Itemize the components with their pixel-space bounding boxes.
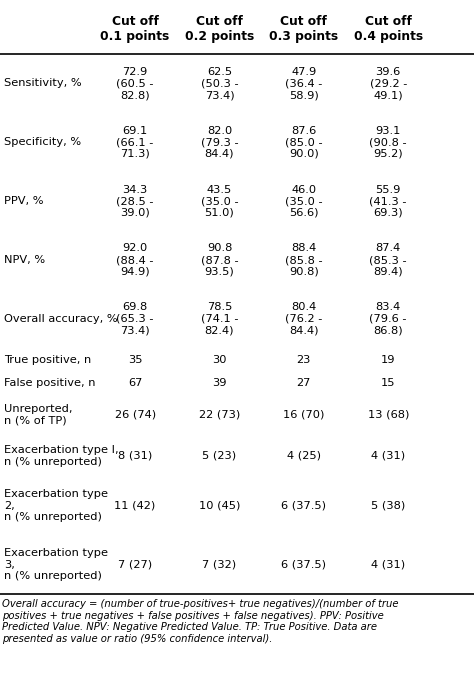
Text: Specificity, %: Specificity, % xyxy=(4,137,81,148)
Text: 55.9
(41.3 -
69.3): 55.9 (41.3 - 69.3) xyxy=(369,185,407,218)
Text: 34.3
(28.5 -
39.0): 34.3 (28.5 - 39.0) xyxy=(116,185,154,218)
Text: True positive, n: True positive, n xyxy=(4,355,91,365)
Text: 87.6
(85.0 -
90.0): 87.6 (85.0 - 90.0) xyxy=(285,125,323,159)
Text: 88.4
(85.8 -
90.8): 88.4 (85.8 - 90.8) xyxy=(285,243,323,276)
Text: 69.8
(65.3 -
73.4): 69.8 (65.3 - 73.4) xyxy=(116,302,154,336)
Text: 5 (38): 5 (38) xyxy=(371,501,405,511)
Text: Cut off
0.2 points: Cut off 0.2 points xyxy=(185,15,254,43)
Text: 27: 27 xyxy=(297,378,311,388)
Text: 82.0
(79.3 -
84.4): 82.0 (79.3 - 84.4) xyxy=(201,125,238,159)
Text: 7 (32): 7 (32) xyxy=(202,559,237,570)
Text: 67: 67 xyxy=(128,378,142,388)
Text: 6 (37.5): 6 (37.5) xyxy=(282,559,326,570)
Text: 93.1
(90.8 -
95.2): 93.1 (90.8 - 95.2) xyxy=(369,125,407,159)
Text: 13 (68): 13 (68) xyxy=(367,410,409,420)
Text: 35: 35 xyxy=(128,355,142,365)
Text: 78.5
(74.1 -
82.4): 78.5 (74.1 - 82.4) xyxy=(201,302,238,336)
Text: 4 (31): 4 (31) xyxy=(371,451,405,461)
Text: Exacerbation type
3,
n (% unreported): Exacerbation type 3, n (% unreported) xyxy=(4,548,108,581)
Text: False positive, n: False positive, n xyxy=(4,378,95,388)
Text: Cut off
0.3 points: Cut off 0.3 points xyxy=(269,15,338,43)
Text: 39.6
(29.2 -
49.1): 39.6 (29.2 - 49.1) xyxy=(370,67,407,100)
Text: Overall accuracy, %: Overall accuracy, % xyxy=(4,314,118,324)
Text: Sensitivity, %: Sensitivity, % xyxy=(4,78,82,88)
Text: 30: 30 xyxy=(212,355,227,365)
Text: 4 (25): 4 (25) xyxy=(287,451,321,461)
Text: 87.4
(85.3 -
89.4): 87.4 (85.3 - 89.4) xyxy=(369,243,407,276)
Text: 19: 19 xyxy=(381,355,395,365)
Text: 72.9
(60.5 -
82.8): 72.9 (60.5 - 82.8) xyxy=(116,67,154,100)
Text: Overall accuracy = (number of true-positives+ true negatives)/(number of true
po: Overall accuracy = (number of true-posit… xyxy=(2,599,399,644)
Text: 6 (37.5): 6 (37.5) xyxy=(282,501,326,511)
Text: 5 (23): 5 (23) xyxy=(202,451,237,461)
Text: PPV, %: PPV, % xyxy=(4,196,44,206)
Text: 23: 23 xyxy=(297,355,311,365)
Text: 39: 39 xyxy=(212,378,227,388)
Text: 69.1
(66.1 -
71.3): 69.1 (66.1 - 71.3) xyxy=(117,125,154,159)
Text: 11 (42): 11 (42) xyxy=(114,501,156,511)
Text: 47.9
(36.4 -
58.9): 47.9 (36.4 - 58.9) xyxy=(285,67,322,100)
Text: 92.0
(88.4 -
94.9): 92.0 (88.4 - 94.9) xyxy=(116,243,154,276)
Text: Cut off
0.1 points: Cut off 0.1 points xyxy=(100,15,170,43)
Text: 90.8
(87.8 -
93.5): 90.8 (87.8 - 93.5) xyxy=(201,243,238,276)
Text: Exacerbation type I,
n (% unreported): Exacerbation type I, n (% unreported) xyxy=(4,445,118,466)
Text: 16 (70): 16 (70) xyxy=(283,410,325,420)
Text: Exacerbation type
2,
n (% unreported): Exacerbation type 2, n (% unreported) xyxy=(4,489,108,522)
Text: 80.4
(76.2 -
84.4): 80.4 (76.2 - 84.4) xyxy=(285,302,322,336)
Text: 8 (31): 8 (31) xyxy=(118,451,152,461)
Text: 26 (74): 26 (74) xyxy=(115,410,155,420)
Text: NPV, %: NPV, % xyxy=(4,255,45,265)
Text: 10 (45): 10 (45) xyxy=(199,501,240,511)
Text: Unreported,
n (% of TP): Unreported, n (% of TP) xyxy=(4,404,73,426)
Text: 7 (27): 7 (27) xyxy=(118,559,152,570)
Text: 43.5
(35.0 -
51.0): 43.5 (35.0 - 51.0) xyxy=(201,185,238,218)
Text: 46.0
(35.0 -
56.6): 46.0 (35.0 - 56.6) xyxy=(285,185,323,218)
Text: Cut off
0.4 points: Cut off 0.4 points xyxy=(354,15,423,43)
Text: 4 (31): 4 (31) xyxy=(371,559,405,570)
Text: 83.4
(79.6 -
86.8): 83.4 (79.6 - 86.8) xyxy=(369,302,407,336)
Text: 15: 15 xyxy=(381,378,395,388)
Text: 22 (73): 22 (73) xyxy=(199,410,240,420)
Text: 62.5
(50.3 -
73.4): 62.5 (50.3 - 73.4) xyxy=(201,67,238,100)
